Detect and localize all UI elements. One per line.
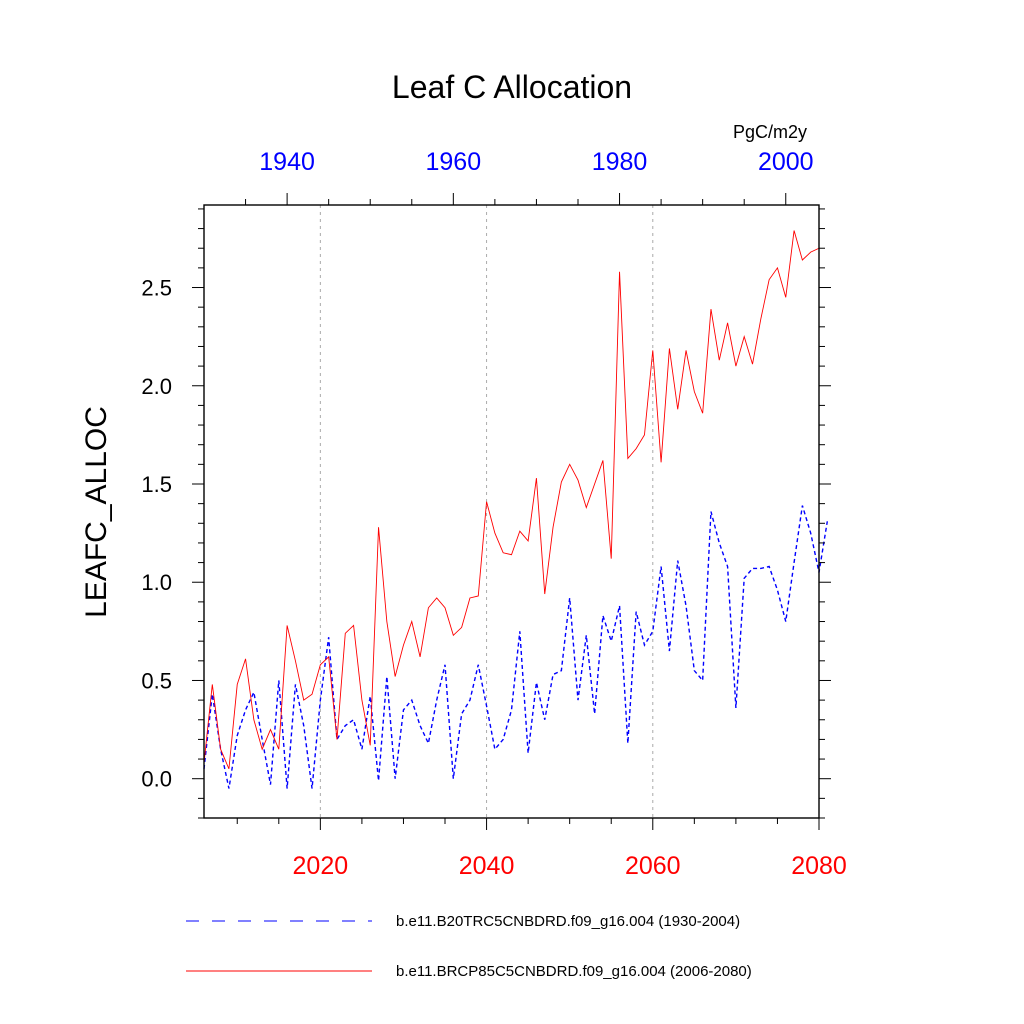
legend: b.e11.B20TRC5CNBDRD.f09_g16.004 (1930-20…: [186, 913, 752, 980]
x-bottom-tick-label: 2040: [459, 852, 515, 880]
y-tick-label: 0.0: [141, 767, 172, 792]
x-bottom-tick-label: 2020: [293, 852, 349, 880]
legend-label-rcp85: b.e11.BRCP85C5CNBDRD.f09_g16.004 (2006-2…: [396, 963, 752, 980]
y-tick-label: 1.0: [141, 570, 172, 595]
x-top-tick-label: 1940: [259, 148, 315, 176]
legend-label-historical: b.e11.B20TRC5CNBDRD.f09_g16.004 (1930-20…: [396, 913, 740, 930]
series-line-rcp85: [203, 230, 820, 770]
y-tick-label: 1.5: [141, 472, 172, 497]
units-label: PgC/m2y: [733, 122, 807, 142]
grid-lines: [319, 205, 654, 818]
y-tick-label: 2.0: [141, 374, 172, 399]
x-bottom-tick-label: 2080: [791, 852, 847, 880]
series-layer: [203, 230, 829, 789]
plot-frame: [203, 204, 820, 819]
y-tick-label: 0.5: [141, 668, 172, 693]
y-tick-label: 2.5: [141, 276, 172, 301]
y-axis-label: LEAFC_ALLOC: [80, 406, 113, 618]
plot-border: [203, 204, 820, 819]
x-top-tick-label: 2000: [758, 148, 814, 176]
x-top-tick-label: 1960: [426, 148, 482, 176]
tick-labels: 0.0 0.5 1.0 1.5 2.0 2.5 2020 2040 2060 2080 1940 19…: [141, 148, 846, 880]
series-line-historical: [203, 505, 829, 789]
chart-title: Leaf C Allocation: [392, 69, 632, 105]
x-bottom-tick-label: 2060: [625, 852, 681, 880]
x-top-tick-label: 1980: [592, 148, 648, 176]
axis-ticks: [192, 193, 831, 830]
